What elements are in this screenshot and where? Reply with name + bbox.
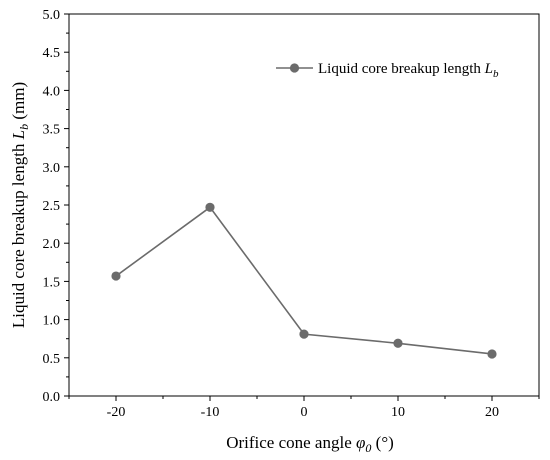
y-tick-label: 3.5 — [43, 123, 61, 138]
x-tick-label: 20 — [485, 405, 499, 420]
data-point — [205, 202, 215, 212]
y-axis-label: Liquid core breakup length Lb (mm) — [9, 82, 31, 328]
plot-frame — [68, 13, 540, 397]
data-point — [487, 349, 497, 359]
y-tick-label: 4.5 — [43, 46, 61, 61]
series-layer — [111, 202, 497, 359]
y-tick-label: 1.5 — [43, 275, 61, 290]
legend-marker — [289, 63, 300, 73]
x-tick-label: 0 — [301, 405, 308, 420]
y-tick-label: 5.0 — [43, 8, 61, 23]
legend-label: Liquid core breakup length Lb — [318, 61, 499, 80]
legend: Liquid core breakup length Lb — [276, 61, 499, 80]
data-point — [393, 338, 403, 348]
x-tick-label: -20 — [107, 405, 126, 420]
y-tick-label: 0.0 — [43, 390, 61, 405]
y-axis-ticks: 0.0 0.5 1.0 1.5 2.0 2.5 3.0 3.5 4.0 4.5 5.0 — [43, 8, 69, 405]
y-tick-label: 4.0 — [43, 84, 61, 99]
x-tick-label: 10 — [391, 405, 405, 420]
x-axis-ticks: -20 -10 0 10 20 — [68, 396, 540, 420]
x-tick-label: -10 — [201, 405, 220, 420]
data-point — [299, 329, 309, 339]
y-tick-label: 2.5 — [43, 199, 61, 214]
y-tick-label: 1.0 — [43, 314, 61, 329]
data-point — [111, 271, 121, 281]
x-axis-label: Orifice cone angle φ0 (°) — [226, 433, 394, 455]
y-tick-label: 0.5 — [43, 352, 61, 367]
y-tick-label: 3.0 — [43, 161, 61, 176]
y-tick-label: 2.0 — [43, 237, 61, 252]
